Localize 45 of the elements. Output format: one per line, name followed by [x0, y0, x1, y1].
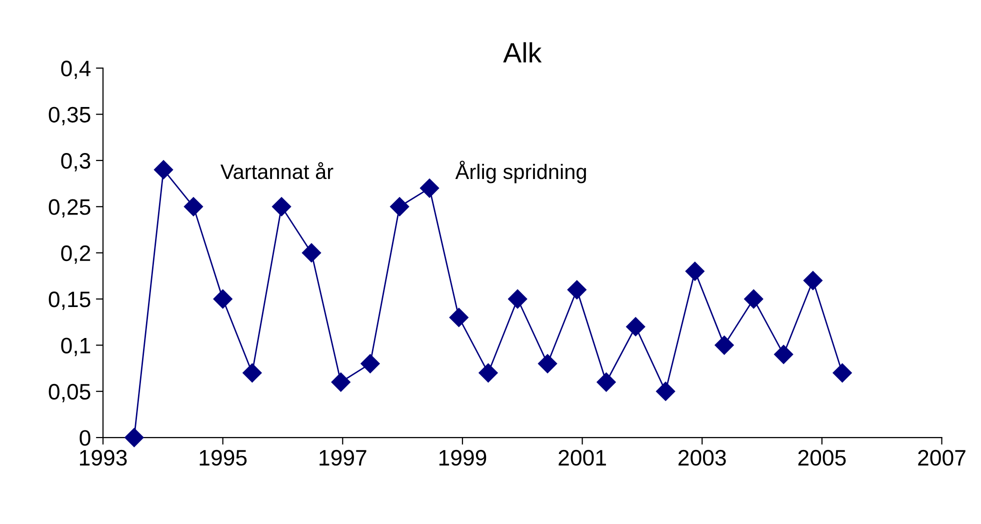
point	[272, 197, 292, 216]
y-tick-label: 0,35	[48, 106, 90, 126]
point	[124, 428, 144, 448]
x-tick-label: 2001	[558, 450, 606, 466]
x-tick-label: 2003	[678, 450, 726, 466]
point	[656, 382, 676, 401]
point	[360, 354, 380, 374]
y-tick-label: 0,25	[48, 199, 90, 218]
point	[478, 363, 498, 382]
point	[626, 317, 646, 336]
x-tick-label: 1999	[439, 450, 486, 466]
point	[213, 289, 232, 309]
point	[508, 289, 528, 309]
y-tick-label: 0,3	[61, 153, 90, 172]
y-tick-label: 0,1	[61, 338, 90, 356]
point	[744, 289, 764, 309]
x-tick-label: 2005	[798, 450, 846, 466]
point	[774, 344, 794, 364]
point	[596, 372, 616, 392]
point	[420, 178, 440, 198]
x-tick-label: 1995	[200, 450, 247, 466]
point	[154, 160, 174, 180]
y-tick-label: 0,2	[61, 245, 90, 264]
point	[803, 271, 822, 290]
y-tick-label: 0,05	[48, 384, 90, 402]
point	[242, 363, 262, 382]
point	[184, 197, 204, 216]
x-tick-label: 1997	[320, 450, 366, 466]
annotation: Årlig spridning	[455, 160, 586, 184]
point	[538, 354, 558, 374]
chart-title: Alk	[503, 42, 542, 62]
point	[567, 280, 586, 300]
y-tick-label: 0,15	[48, 292, 90, 310]
point	[331, 372, 350, 392]
point	[302, 243, 322, 262]
x-tick-label: 1993	[80, 450, 127, 466]
y-tick-label: 0	[80, 430, 90, 446]
y-tick-label: 0,4	[61, 60, 91, 80]
point	[832, 363, 852, 382]
point	[390, 197, 410, 216]
point	[714, 336, 734, 355]
point	[685, 262, 704, 281]
annotation: Vartannat år	[220, 162, 334, 180]
point	[449, 308, 468, 328]
x-tick-label: 2007	[918, 450, 966, 466]
